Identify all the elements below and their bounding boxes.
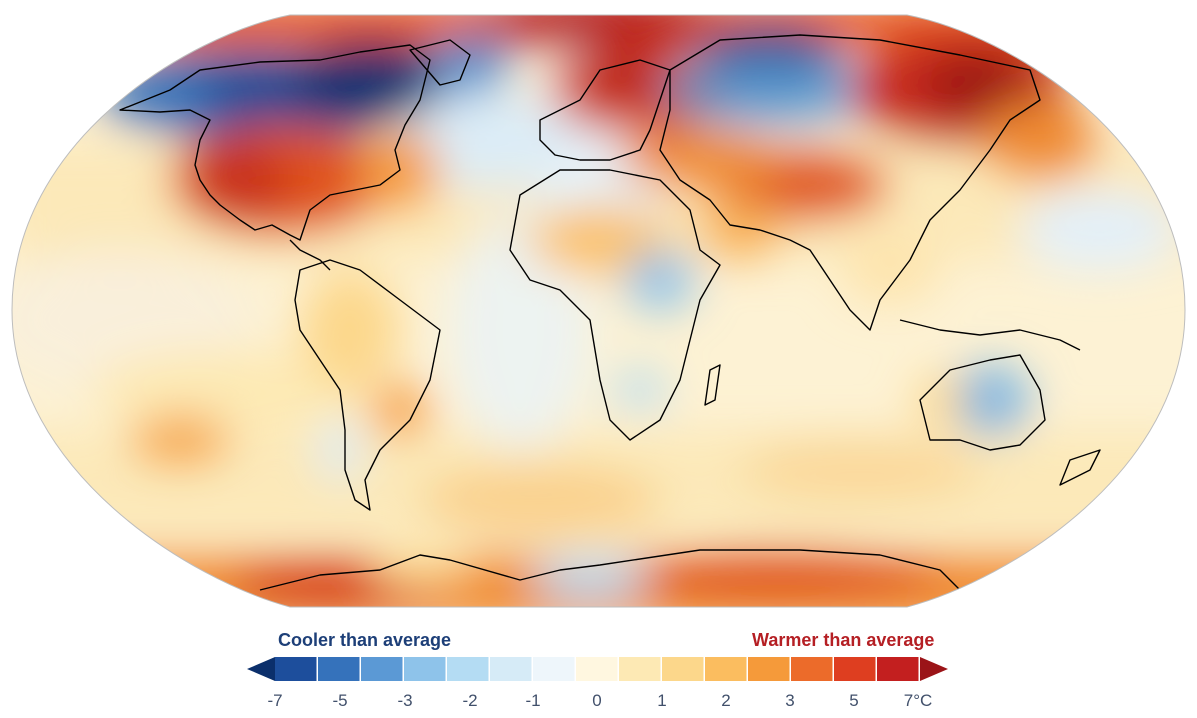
- coast-europe: [539, 59, 671, 161]
- cooler-label: Cooler than average: [278, 630, 452, 650]
- coastlines: [119, 34, 1101, 591]
- coast-australia: [919, 354, 1046, 451]
- coast-antarctica: [259, 549, 961, 591]
- coast-north-america: [119, 44, 431, 241]
- globe-outline: [11, 14, 1186, 608]
- coast-south-america: [294, 259, 441, 511]
- warmer-label: Warmer than average: [752, 630, 935, 650]
- coast-asia: [659, 34, 1041, 331]
- coast-africa: [509, 169, 721, 441]
